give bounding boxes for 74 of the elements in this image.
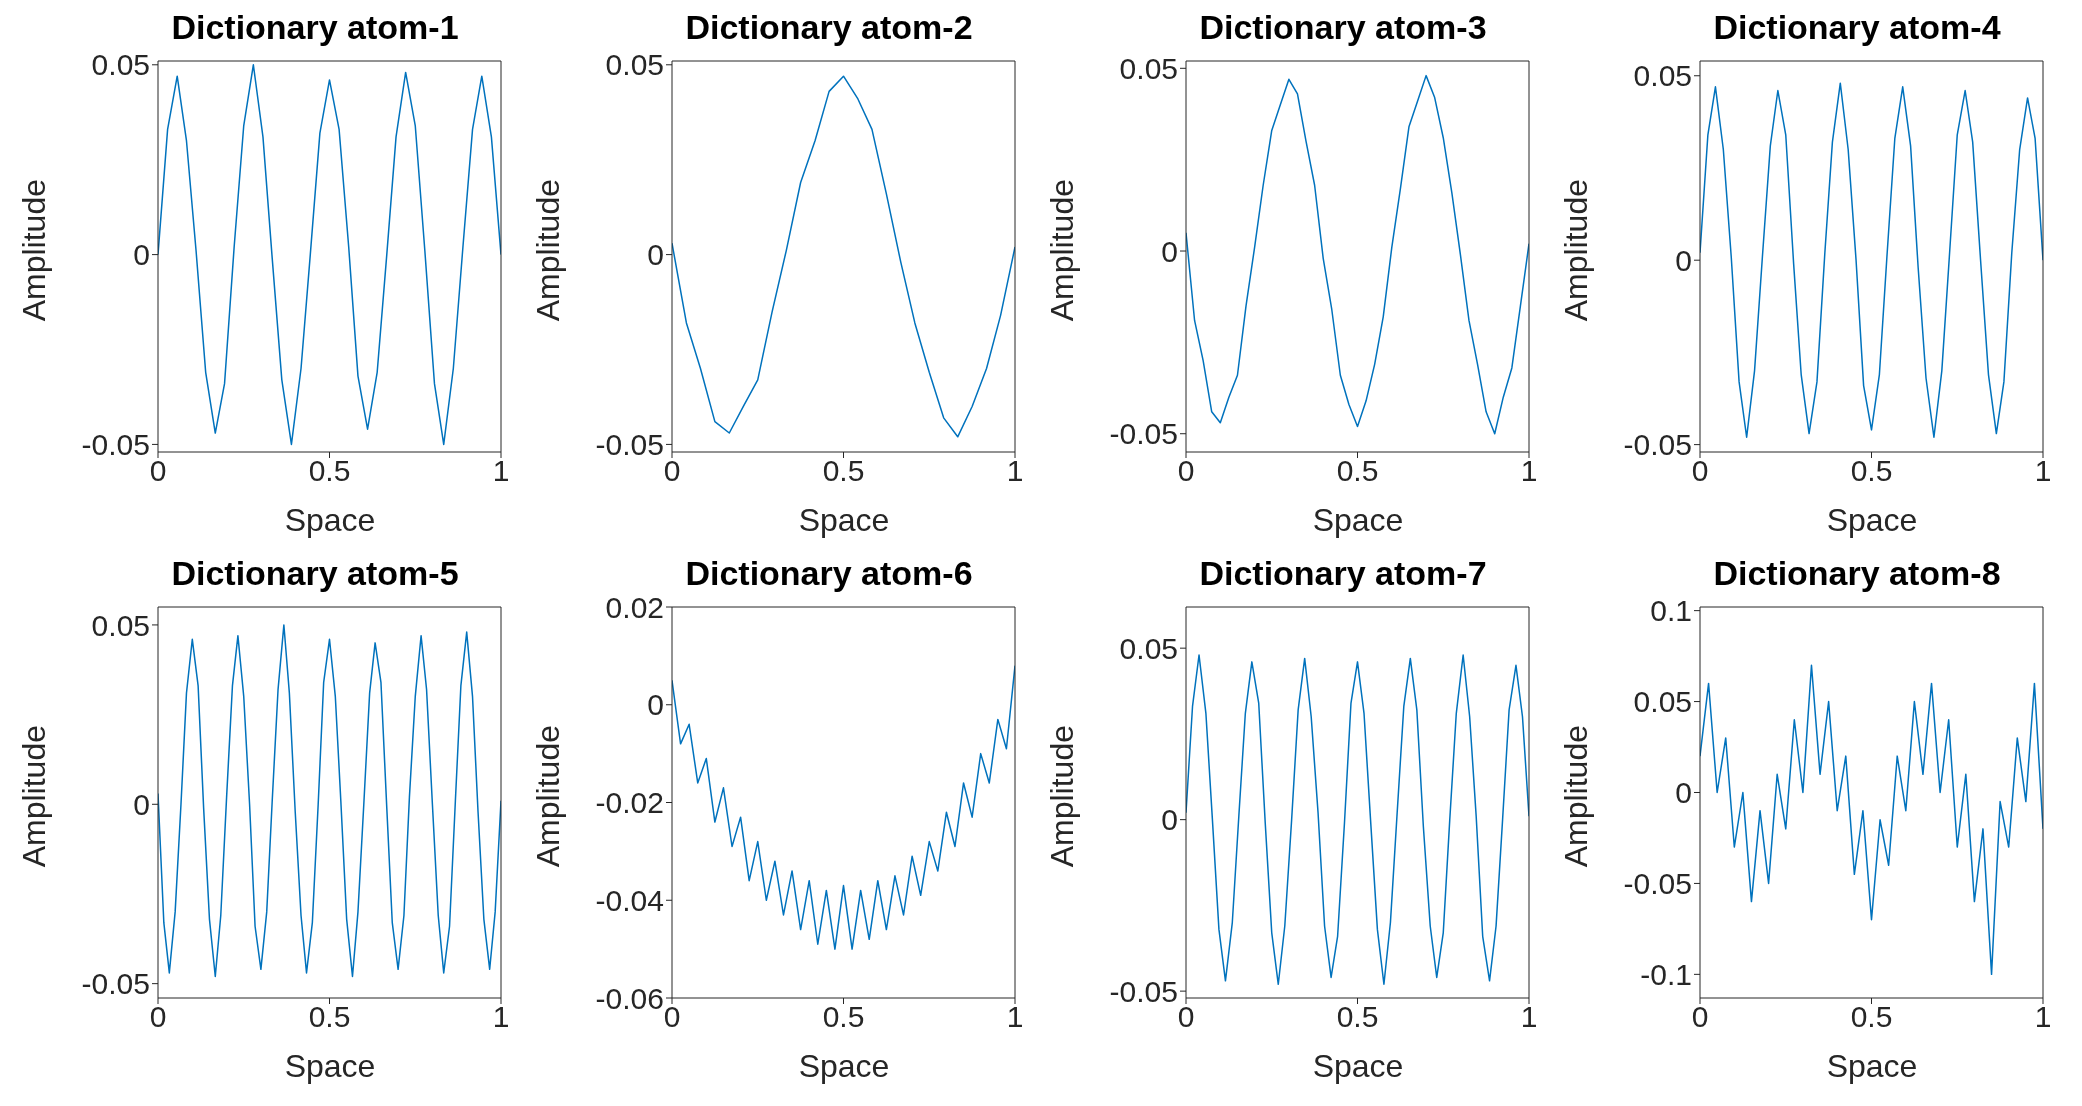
x-tick-label: 0.5 [1336, 1000, 1379, 1034]
y-tick-label: -0.05 [1109, 974, 1178, 1008]
y-tick-label: 0 [133, 238, 150, 272]
y-tick-label: 0.1 [1650, 594, 1692, 628]
y-tick-label: 0.05 [91, 48, 150, 82]
y-tick-label: -0.05 [81, 967, 150, 1001]
line-series [1186, 74, 1529, 435]
x-axis-title: Space [1825, 501, 1919, 540]
y-tick-label: 0 [1161, 803, 1178, 837]
y-tick-label: -0.04 [595, 883, 664, 917]
chart-title: Dictionary atom-5 [170, 554, 460, 593]
line-series [672, 75, 1015, 438]
chart-title: Dictionary atom-4 [1712, 8, 2002, 47]
y-axis-title: Amplitude [529, 178, 567, 322]
chart-title: Dictionary atom-7 [1198, 554, 1488, 593]
chart-title: Dictionary atom-6 [685, 554, 973, 592]
line-series [158, 624, 501, 978]
y-tick-label: -0.06 [595, 981, 664, 1015]
x-tick-label: 0.5 [1850, 454, 1893, 488]
x-tick-label: 1 [2034, 454, 2052, 488]
y-tick-label: -0.02 [595, 786, 664, 820]
y-tick-label: 0 [133, 787, 150, 821]
y-axis-title: Amplitude [1557, 178, 1595, 322]
x-axis-title: Space [283, 501, 377, 540]
x-axis-title: Space [797, 501, 891, 540]
y-tick-label: 0 [1161, 234, 1178, 268]
y-axis-title: Amplitude [529, 724, 567, 868]
line-series [158, 64, 501, 446]
y-axis-title: Amplitude [1557, 724, 1595, 868]
y-tick-label: -0.1 [1640, 958, 1692, 992]
y-tick-label: -0.05 [595, 428, 664, 462]
x-axis-title: Space [1825, 1047, 1919, 1086]
x-tick-label: 0.5 [1850, 1000, 1893, 1034]
y-tick-label: 0.05 [1633, 685, 1692, 719]
y-axis-title: Amplitude [15, 724, 53, 868]
x-tick-label: 1 [1006, 1000, 1024, 1034]
y-tick-label: 0.05 [1633, 59, 1692, 93]
x-tick-label: 1 [2034, 1000, 2052, 1034]
y-tick-label: -0.05 [1623, 867, 1692, 901]
x-tick-label: 0.5 [308, 454, 351, 488]
y-axis-title: Amplitude [1043, 724, 1081, 868]
x-tick-label: 0.5 [308, 1000, 351, 1034]
y-tick-label: 0.05 [91, 608, 150, 642]
x-axis-title: Space [283, 1047, 377, 1086]
y-tick-label: -0.05 [81, 428, 150, 462]
line-series [1700, 82, 2043, 438]
chart-title: Dictionary atom-2 [684, 8, 974, 47]
y-tick-label: 0.05 [1119, 51, 1178, 85]
x-tick-label: 1 [492, 1000, 510, 1034]
x-tick-label: 1 [1520, 1000, 1538, 1034]
x-axis-title: Space [1311, 1047, 1405, 1086]
x-tick-label: 0.5 [822, 1000, 865, 1034]
y-tick-label: -0.05 [1623, 428, 1692, 462]
x-tick-label: 1 [1006, 454, 1024, 488]
y-tick-label: 0 [1675, 776, 1692, 810]
y-axis-title: Amplitude [15, 178, 53, 322]
y-tick-label: 0 [647, 238, 664, 272]
y-tick-label: -0.05 [1109, 417, 1178, 451]
y-tick-label: 0.05 [1119, 631, 1178, 665]
x-tick-label: 1 [1520, 454, 1538, 488]
x-tick-label: 0.5 [822, 454, 865, 488]
y-tick-label: 0 [647, 688, 664, 722]
chart-title: Dictionary atom-8 [1712, 554, 2002, 593]
chart-title: Dictionary atom-1 [170, 8, 460, 47]
line-series [1700, 664, 2043, 976]
x-tick-label: 0.5 [1336, 454, 1379, 488]
line-series [1186, 654, 1529, 986]
x-axis-title: Space [797, 1047, 891, 1086]
y-tick-label: 0.05 [605, 48, 664, 82]
y-tick-label: 0 [1675, 243, 1692, 277]
x-axis-title: Space [1311, 501, 1405, 540]
chart-title: Dictionary atom-3 [1198, 8, 1488, 47]
x-tick-label: 1 [492, 454, 510, 488]
y-axis-title: Amplitude [1043, 178, 1081, 322]
